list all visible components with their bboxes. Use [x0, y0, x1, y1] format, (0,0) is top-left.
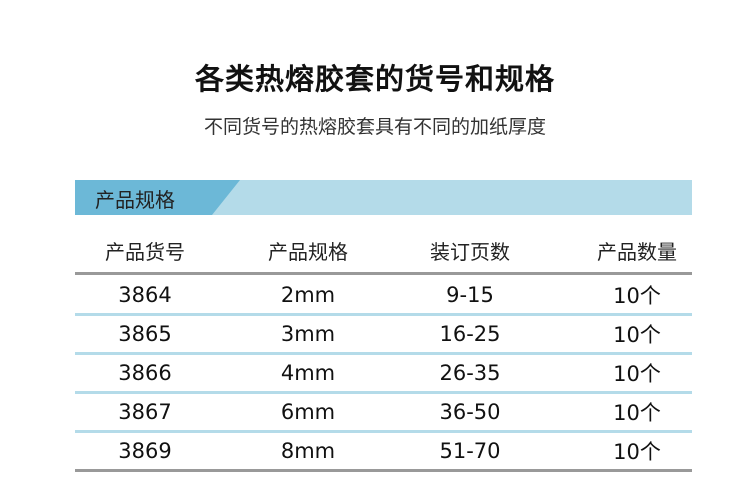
- divider: [75, 430, 692, 433]
- table-cell: 9-15: [446, 283, 494, 307]
- table-cell: 26-35: [439, 361, 501, 385]
- table-cell: 10个: [613, 323, 661, 347]
- table-row: 3867 6mm 36-50 10个: [75, 393, 692, 431]
- table-cell: 10个: [613, 440, 661, 464]
- divider: [75, 272, 692, 275]
- section-tab: [75, 180, 240, 215]
- divider: [75, 313, 692, 316]
- table-cell: 4mm: [280, 361, 336, 385]
- table-cell: 10个: [613, 401, 661, 425]
- divider: [75, 352, 692, 355]
- divider: [75, 469, 692, 472]
- divider: [75, 391, 692, 394]
- header-cell: 产品货号: [105, 239, 185, 264]
- table-row: 3865 3mm 16-25 10个: [75, 315, 692, 353]
- table-cell: 3869: [118, 439, 172, 463]
- table-cell: 6mm: [280, 400, 336, 424]
- header-cell: 产品数量: [597, 239, 677, 264]
- table-cell: 3864: [118, 283, 172, 307]
- table-cell: 3866: [118, 361, 172, 385]
- table-cell: 3865: [118, 322, 172, 346]
- header-cell: 产品规格: [268, 239, 348, 264]
- table-cell: 3867: [118, 400, 172, 424]
- table-header: 产品货号 产品规格 装订页数 产品数量: [75, 231, 692, 269]
- table-cell: 16-25: [439, 322, 501, 346]
- table-row: 3869 8mm 51-70 10个: [75, 432, 692, 470]
- section-label: 产品规格: [95, 188, 175, 212]
- table-cell: 2mm: [280, 283, 336, 307]
- table-row: 3866 4mm 26-35 10个: [75, 354, 692, 392]
- section-bar: 产品规格: [75, 180, 692, 215]
- page-title: 各类热熔胶套的货号和规格: [194, 62, 555, 96]
- header-cell: 装订页数: [430, 239, 510, 264]
- table-row: 3864 2mm 9-15 10个: [75, 276, 692, 314]
- table-cell: 10个: [613, 362, 661, 386]
- table-cell: 51-70: [439, 439, 501, 463]
- table-cell: 8mm: [280, 439, 336, 463]
- table-cell: 36-50: [439, 400, 501, 424]
- table-cell: 3mm: [280, 322, 336, 346]
- table-cell: 10个: [613, 284, 661, 308]
- page-subtitle: 不同货号的热熔胶套具有不同的加纸厚度: [203, 116, 546, 138]
